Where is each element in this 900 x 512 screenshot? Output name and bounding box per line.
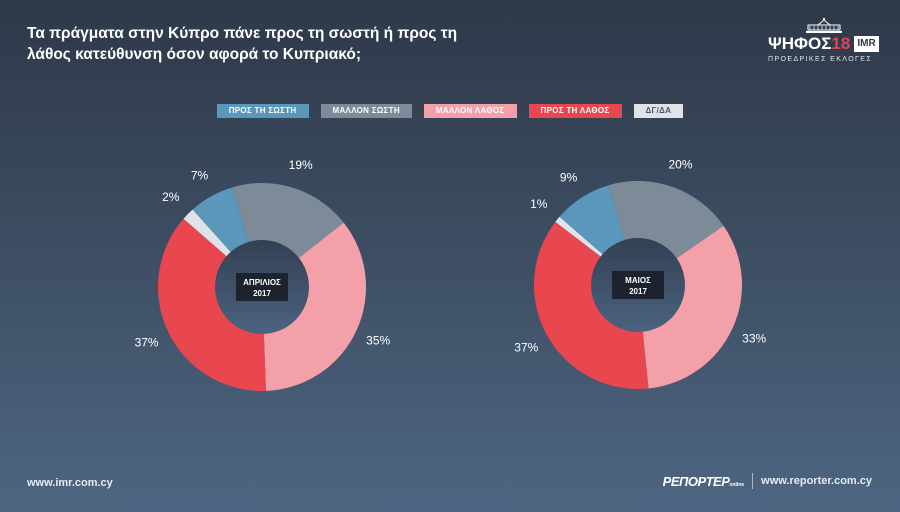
slice-value-label: 19% <box>289 158 313 172</box>
footer-divider <box>752 473 754 489</box>
legend-item-pros-ti-lathos: ΠΡΟΣ ΤΗ ΛΑΘΟΣ <box>528 104 622 118</box>
imr-badge: IMR <box>854 36 879 52</box>
legend-item-mallon-lathos: ΜΑΛΛΟΝ ΛΑΘΟΣ <box>423 104 517 118</box>
legend: ΠΡΟΣ ΤΗ ΣΩΣΤΗ ΜΑΛΛΟΝ ΣΩΣΤΗ ΜΑΛΛΟΝ ΛΑΘΟΣ … <box>0 104 900 118</box>
parliament-building-icon <box>806 18 842 33</box>
footer-right: ΡΕΠΟΡΤΕΡonline www.reporter.com.cy <box>663 473 872 489</box>
slice-value-label: 1% <box>530 197 548 211</box>
logo-word: ΨΗΦΟΣ <box>768 34 832 53</box>
legend-item-pros-ti-sosti: ΠΡΟΣ ΤΗ ΣΩΣΤΗ <box>216 104 309 118</box>
reporter-logo: ΡΕΠΟΡΤΕΡonline <box>663 474 744 489</box>
slice-value-label: 20% <box>668 157 692 171</box>
psifos18-logo: ΨΗΦΟΣ 18 IMR ΠΡΟΕΔΡΙΚΕΣ ΕΚΛΟΓΕΣ <box>768 18 880 64</box>
slice-value-label: 37% <box>514 341 538 355</box>
slice-value-label: 2% <box>162 190 180 204</box>
legend-item-mallon-sosti: ΜΑΛΛΟΝ ΣΩΣΤΗ <box>320 104 412 118</box>
donut-slice <box>534 221 649 389</box>
slice-value-label: 37% <box>135 335 159 349</box>
donut-slice <box>638 225 742 389</box>
slice-value-label: 9% <box>560 170 578 184</box>
legend-item-dg-da: ΔΓ/ΔΑ <box>633 104 684 118</box>
logo-subtitle: ΠΡΟΕΔΡΙΚΕΣ ΕΚΛΟΓΕΣ <box>768 56 873 63</box>
chart-title: Τα πράγματα στην Κύπρο πάνε προς τη σωστ… <box>27 25 458 63</box>
reporter-logo-word: ΡΕΠΟΡΤΕΡ <box>662 473 730 489</box>
center-label: 2017 <box>253 289 271 298</box>
center-label: ΜΑΙΟΣ <box>625 276 651 285</box>
donut-slice <box>157 218 267 391</box>
slice-value-label: 35% <box>366 334 390 348</box>
slice-value-label: 7% <box>191 168 209 182</box>
center-label: 2017 <box>629 287 647 296</box>
logo-number: 18 <box>831 34 851 53</box>
reporter-logo-suffix: online <box>729 481 745 488</box>
donut-slice <box>262 222 366 391</box>
reporter-website: www.reporter.com.cy <box>761 475 872 487</box>
slice-value-label: 33% <box>742 332 766 346</box>
center-label-box <box>612 271 664 299</box>
center-label-box <box>236 273 288 301</box>
center-label: ΑΠΡΙΛΙΟΣ <box>243 278 281 287</box>
imr-website: www.imr.com.cy <box>27 477 113 489</box>
